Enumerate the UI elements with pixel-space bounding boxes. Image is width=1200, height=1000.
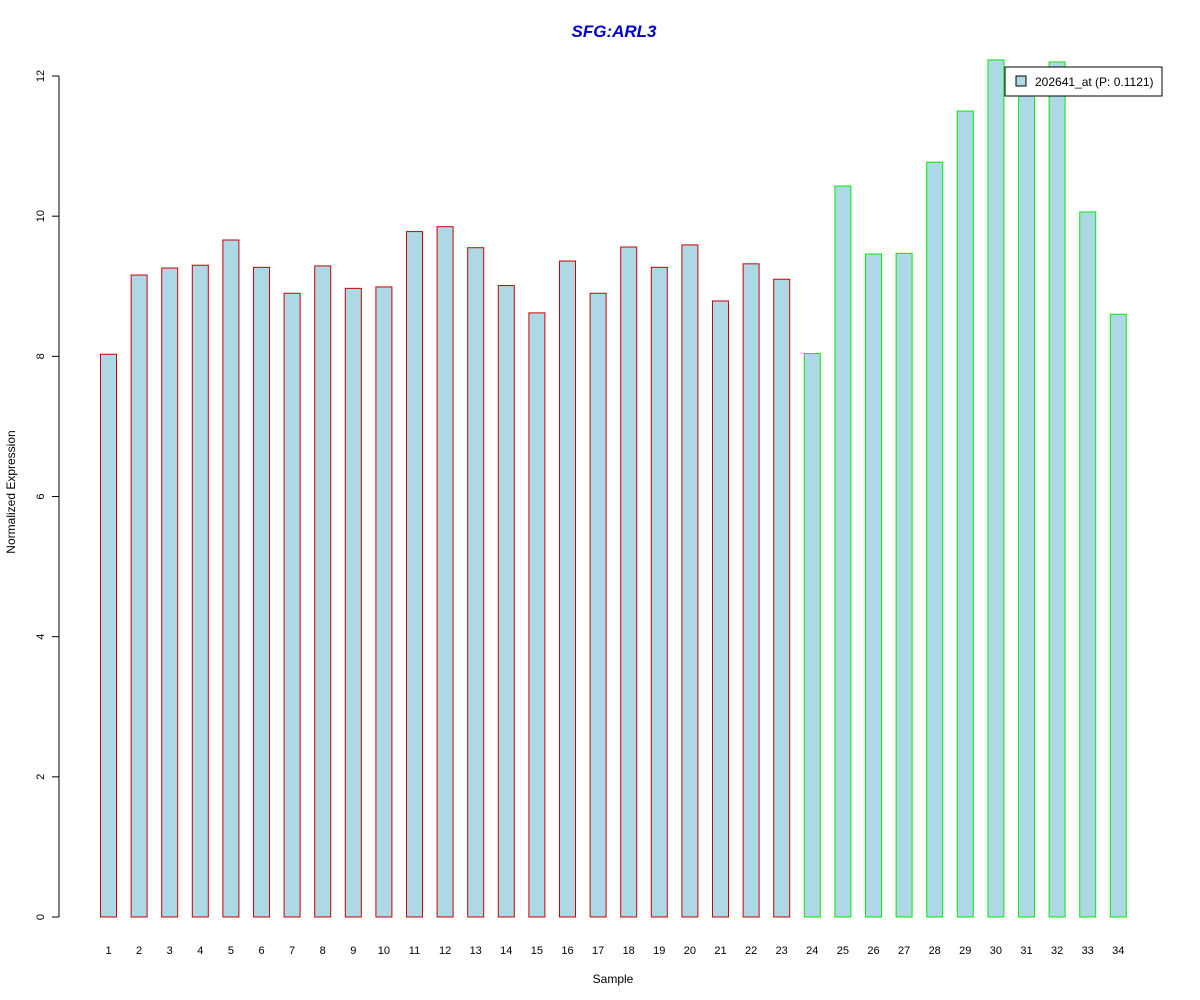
x-tick-label: 13: [470, 945, 482, 957]
x-tick-label: 24: [806, 945, 818, 957]
x-tick-label: 18: [623, 945, 635, 957]
x-tick-labels: 1 2 3 4 5 6 7 8 9 10 11 12 13 14 15 16 17 18 19 20 21 22 23 24 2…: [105, 945, 1124, 957]
x-tick-label: 33: [1082, 945, 1094, 957]
x-tick-label: 32: [1051, 945, 1063, 957]
x-tick-label: 29: [959, 945, 971, 957]
bar-sample-9: [344, 287, 362, 918]
bar-sample-26: [865, 253, 882, 918]
bar-sample-32: [1048, 61, 1066, 918]
y-tick-label: 12: [35, 70, 47, 82]
bar-sample-15: [528, 312, 546, 918]
bar-sample-24: [803, 353, 821, 918]
bar-sample-22: [742, 263, 760, 918]
bar-sample-33: [1079, 211, 1097, 918]
bar-sample-30: [987, 59, 1005, 918]
x-tick-label: 16: [561, 945, 573, 957]
bar-sample-19: [650, 266, 668, 918]
legend-box: [1004, 66, 1163, 97]
bar-sample-27: [895, 252, 913, 918]
bar-sample-20: [681, 244, 699, 918]
y-tick-label: 8: [35, 353, 47, 359]
x-tick-label: 14: [500, 945, 512, 957]
bar-sample-21: [712, 300, 729, 918]
bar-sample-4: [191, 264, 209, 918]
bar-sample-14: [497, 285, 515, 918]
x-tick-label: 20: [684, 945, 696, 957]
x-tick-label: 1: [105, 945, 111, 957]
x-tick-label: 31: [1020, 945, 1032, 957]
bar-sample-17: [589, 292, 607, 918]
bars: [100, 59, 1127, 918]
x-tick-label: 27: [898, 945, 910, 957]
bar-sample-3: [161, 267, 179, 918]
bar-sample-6: [253, 266, 270, 918]
bar-sample-28: [926, 161, 944, 918]
x-tick-label: 15: [531, 945, 543, 957]
bar-sample-12: [436, 226, 454, 918]
bar-sample-8: [314, 265, 332, 918]
x-tick-label: 25: [837, 945, 849, 957]
x-tick-label: 23: [776, 945, 788, 957]
x-tick-label: 28: [929, 945, 941, 957]
bar-sample-5: [222, 239, 240, 918]
x-tick-label: 21: [714, 945, 726, 957]
bar-sample-29: [956, 110, 974, 918]
x-tick-label: 34: [1112, 945, 1124, 957]
y-tick-label: 0: [35, 914, 47, 920]
y-tick-label: 6: [35, 493, 47, 499]
bar-sample-2: [130, 274, 148, 918]
x-tick-label: 8: [320, 945, 326, 957]
bar-sample-11: [406, 231, 423, 918]
bar-sample-23: [773, 278, 791, 918]
legend-swatch: [1015, 75, 1027, 87]
x-tick-label: 6: [258, 945, 264, 957]
bar-sample-16: [559, 260, 576, 918]
bar-sample-1: [100, 353, 117, 918]
x-tick-label: 4: [197, 945, 203, 957]
x-tick-label: 2: [136, 945, 142, 957]
y-tick-label: 10: [35, 210, 47, 222]
bar-sample-7: [283, 292, 301, 918]
legend: 202641_at (P: 0.1121): [1004, 66, 1163, 97]
x-tick-label: 19: [653, 945, 665, 957]
x-tick-label: 30: [990, 945, 1002, 957]
legend-label: 202641_at (P: 0.1121): [1035, 75, 1154, 89]
x-tick-label: 5: [228, 945, 234, 957]
bar-sample-18: [620, 246, 638, 918]
x-tick-label: 3: [167, 945, 173, 957]
bar-sample-31: [1018, 88, 1035, 918]
x-axis-label: Sample: [593, 972, 634, 986]
x-tick-label: 26: [867, 945, 879, 957]
x-tick-label: 11: [409, 945, 420, 957]
y-tick-label: 2: [35, 774, 47, 780]
x-tick-label: 22: [745, 945, 757, 957]
bar-sample-13: [467, 247, 485, 918]
bar-sample-10: [375, 286, 393, 918]
y-tick-label: 4: [35, 634, 47, 640]
bar-sample-25: [834, 185, 852, 918]
x-tick-label: 7: [289, 945, 295, 957]
x-tick-label: 9: [350, 945, 356, 957]
x-tick-label: 17: [592, 945, 604, 957]
y-axis: 0 2 4 6 8 10 12: [35, 70, 60, 920]
chart-title: SFG:ARL3: [572, 22, 658, 41]
x-tick-label: 10: [378, 945, 390, 957]
y-axis-label: Normalized Expression: [4, 430, 18, 553]
x-tick-label: 12: [439, 945, 451, 957]
bar-sample-34: [1109, 313, 1127, 918]
